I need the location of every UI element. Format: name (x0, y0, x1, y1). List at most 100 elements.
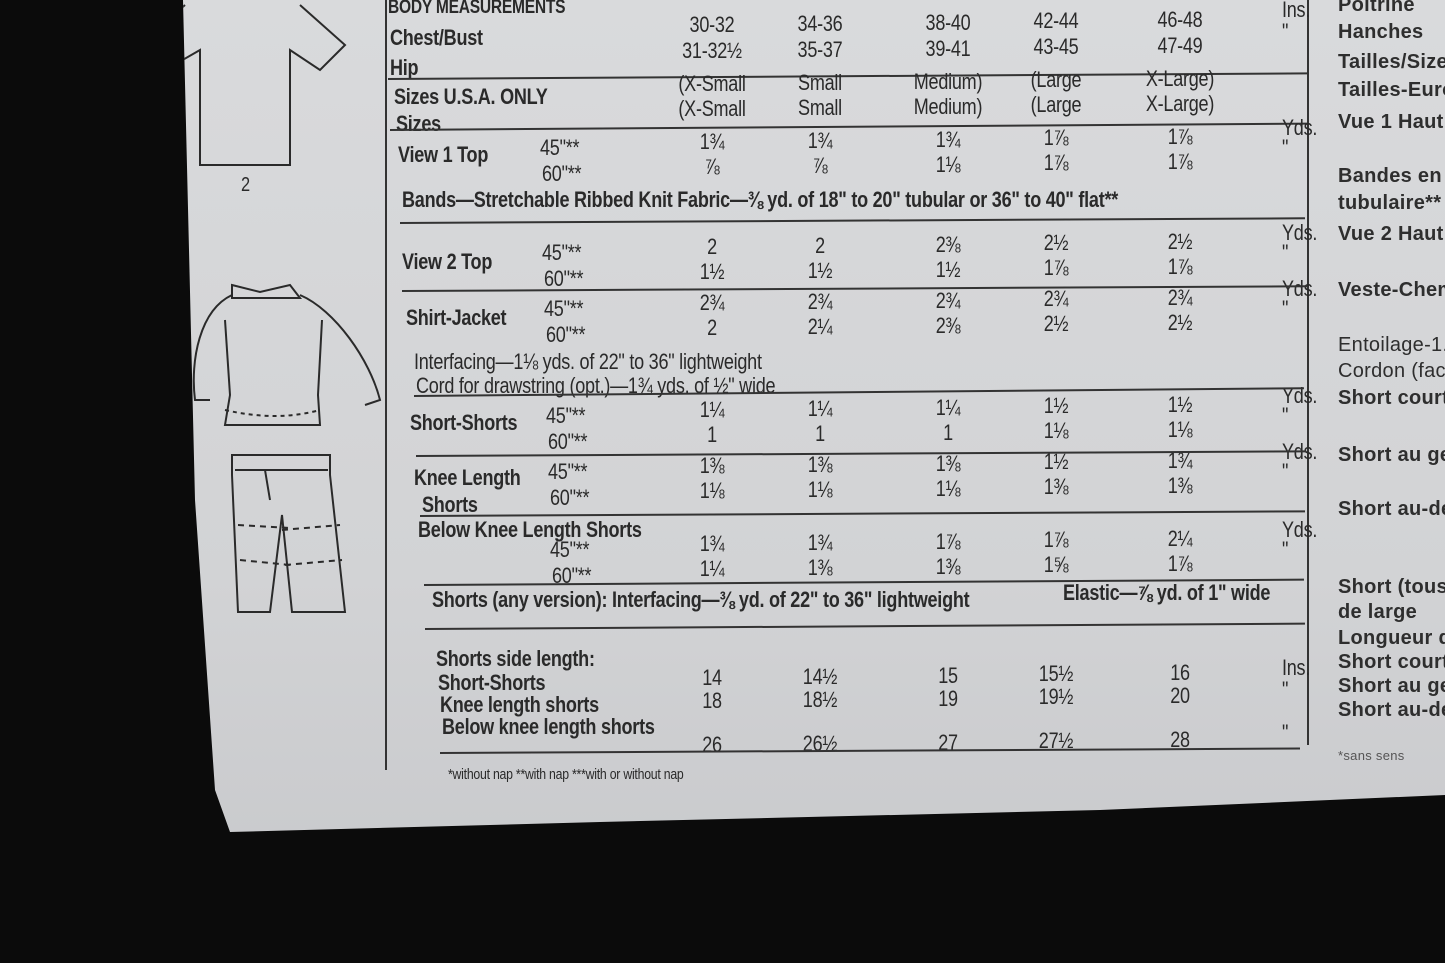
note-text: Bands—Stretchable Ribbed Knit Fabric—⅜ y… (402, 187, 1119, 212)
row-divider (399, 217, 1305, 224)
cell-value: 2⅜ (935, 231, 961, 257)
cell-value: X-Large) (1145, 66, 1215, 92)
cell-value: 28 (1170, 727, 1190, 753)
cell-value: 26½ (802, 730, 838, 756)
cell-value: 1¼ (935, 394, 961, 420)
row-label: Sizes (396, 111, 441, 136)
table-left-border (385, 0, 387, 770)
cell-value: 1¾ (807, 529, 833, 555)
cell-value: 1¾ (935, 126, 961, 152)
french-row-label: Cordon (facu (1338, 360, 1445, 382)
cell-value: 1¼ (807, 395, 833, 421)
cell-value: 14 (702, 665, 722, 690)
cell-value: 1¼ (699, 556, 725, 581)
row-label: View 1 Top (398, 142, 489, 167)
cell-value: 1 (943, 419, 953, 445)
fabric-width: 45"** (544, 296, 584, 321)
cell-value: 15½ (1038, 661, 1074, 687)
cell-value: 1¼ (699, 397, 725, 422)
cell-value: 1½ (935, 256, 961, 282)
cell-value: 1⅞ (1043, 125, 1069, 151)
tshirt-sketch-icon (183, 4, 347, 166)
cell-value: (Large (1030, 92, 1082, 118)
unit-label: Yds. (1282, 517, 1318, 542)
cell-value: 26 (702, 732, 722, 757)
row-label: Hip (390, 55, 419, 80)
french-row-label: Vue 2 Haut (1338, 223, 1444, 245)
fabric-width: 45"** (540, 135, 580, 160)
cell-value: 31-32½ (682, 38, 742, 63)
note-text: Interfacing—1⅛ yds. of 22" to 36" lightw… (414, 349, 762, 374)
unit-label: " (1282, 537, 1289, 562)
unit-label: " (1282, 403, 1289, 428)
french-row-label: *sans sens (1338, 748, 1405, 763)
fabric-width: 45"** (548, 459, 588, 484)
cell-value: 46-48 (1157, 7, 1203, 33)
french-row-label: Longueur de (1338, 627, 1445, 649)
cell-value: 1½ (1043, 449, 1069, 475)
cell-value: 1¾ (807, 127, 833, 153)
cell-value: ⅞ (704, 154, 720, 179)
shirt-jacket-sketch-icon (192, 283, 382, 426)
cell-value: 19½ (1038, 684, 1074, 710)
shorts-sketch-icon (231, 454, 347, 613)
cell-value: 18½ (802, 686, 838, 712)
section-heading: Shorts side length: (436, 646, 595, 671)
cell-value: 1½ (807, 257, 833, 283)
cell-value: Small (798, 94, 842, 120)
french-row-label: Short court (1338, 651, 1445, 673)
section-heading: BODY MEASUREMENTS (388, 0, 566, 18)
cell-value: 20 (1170, 683, 1190, 709)
cell-value: 1⅛ (699, 478, 725, 503)
fabric-width: 60"** (550, 485, 590, 510)
view-number: 2 (241, 174, 250, 196)
french-row-label: Short court (1338, 387, 1445, 409)
cell-value: 39-41 (925, 35, 971, 61)
cell-value: 2 (815, 232, 825, 258)
cell-value: (X-Small (678, 71, 746, 96)
cell-value: 1⅜ (699, 453, 725, 478)
cell-value: 15 (938, 662, 958, 688)
cell-value: 1½ (1043, 393, 1069, 419)
row-label: Sizes U.S.A. ONLY (394, 84, 548, 109)
fabric-width: 60"** (546, 322, 586, 347)
unit-label: Ins. (1282, 0, 1311, 22)
cell-value: 2¾ (935, 287, 961, 313)
cell-value: 1⅜ (935, 553, 961, 579)
french-row-label: Bandes en (1338, 165, 1442, 187)
french-row-label: Tailles/Size (1338, 51, 1445, 73)
cell-value: (X-Small (678, 96, 746, 121)
row-label: Below knee length shorts (442, 714, 655, 739)
cell-value: 2½ (1167, 229, 1193, 255)
cell-value: 1¾ (699, 531, 725, 556)
cell-value: 2¾ (807, 288, 833, 314)
cell-value: 2¾ (1043, 286, 1069, 312)
fabric-width: 45"** (542, 240, 582, 265)
cell-value: 19 (938, 685, 958, 711)
footnote: *without nap **with nap ***with or witho… (448, 766, 684, 783)
fabric-width: 45"** (546, 403, 586, 428)
cell-value: 1⅜ (807, 554, 833, 580)
cell-value: Small (798, 69, 842, 95)
cell-value: 1½ (1167, 392, 1193, 418)
row-divider (424, 622, 1305, 630)
cell-value: 18 (702, 688, 722, 713)
row-label: Shorts (422, 492, 478, 517)
french-row-label: Short au-dess (1338, 699, 1445, 721)
french-row-label: Short au ge (1338, 444, 1445, 466)
unit-label: " (1282, 720, 1289, 745)
cell-value: 1⅞ (935, 528, 961, 554)
cell-value: 2 (707, 234, 717, 259)
cell-value: 1⅜ (1043, 474, 1069, 500)
cell-value: 2½ (1167, 310, 1193, 336)
cell-value: 35-37 (797, 36, 843, 62)
cell-value: 2½ (1043, 230, 1069, 256)
unit-label: " (1282, 677, 1289, 702)
cell-value: 1⅞ (1167, 551, 1193, 577)
row-label: View 2 Top (402, 249, 493, 274)
cell-value: 38-40 (925, 9, 971, 35)
cell-value: Medium) (913, 93, 983, 119)
unit-label: " (1282, 296, 1289, 321)
unit-label: " (1282, 135, 1289, 160)
cell-value: 1⅞ (1167, 149, 1193, 175)
